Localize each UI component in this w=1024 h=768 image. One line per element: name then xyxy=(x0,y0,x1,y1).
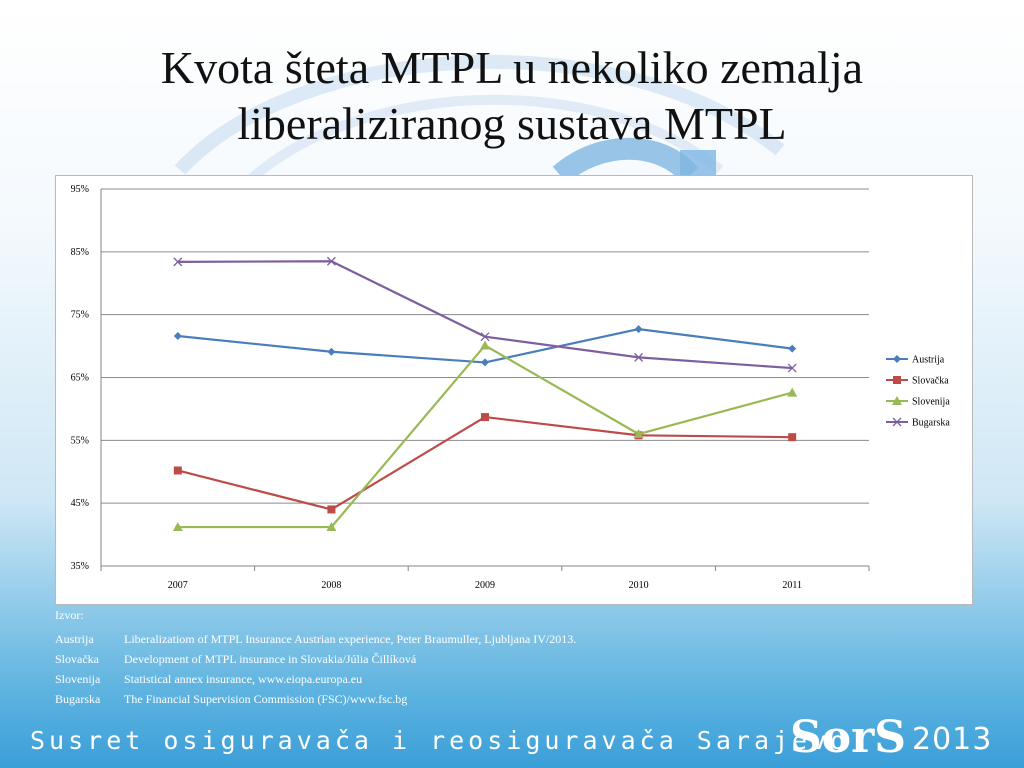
source-country: Slovenija xyxy=(55,672,101,686)
sources-heading: Izvor: xyxy=(55,608,84,622)
footer-text: Susret osiguravača i reosiguravača Saraj… xyxy=(30,726,850,755)
data-point xyxy=(172,522,183,532)
source-text: Liberalizatiom of MTPL Insurance Austria… xyxy=(124,632,577,646)
legend-label: Bugarska xyxy=(912,418,950,429)
source-text: Development of MTPL insurance in Slovaki… xyxy=(124,652,417,666)
source-country: Austrija xyxy=(55,632,94,646)
data-point xyxy=(633,429,644,439)
x-tick-label: 2011 xyxy=(782,580,802,591)
source-row: Slovačka Development of MTPL insurance in… xyxy=(55,649,955,669)
title-line-1: Kvota šteta MTPL u nekoliko zemalja xyxy=(160,42,864,93)
legend-marker xyxy=(892,396,902,405)
legend-label: Austrija xyxy=(912,355,945,366)
x-tick-label: 2009 xyxy=(475,580,495,591)
footer-logo: SorS xyxy=(790,712,907,763)
data-point xyxy=(481,413,489,422)
y-tick-label: 35% xyxy=(71,561,89,572)
series-line xyxy=(177,415,793,511)
y-tick-label: 45% xyxy=(71,498,89,509)
y-tick-label: 95% xyxy=(71,184,89,195)
legend-label: Slovačka xyxy=(912,376,949,387)
source-row: Austrija Liberalizatiom of MTPL Insurance… xyxy=(55,629,955,649)
data-point xyxy=(480,340,490,350)
data-point xyxy=(634,325,643,334)
source-text: Statistical annex insurance, www.eiopa.e… xyxy=(124,672,363,686)
source-row: Slovenija Statistical annex insurance, ww… xyxy=(55,669,955,689)
footer-year: 2013 xyxy=(912,722,993,757)
slide-title: Kvota šteta MTPL u nekoliko zemalja libe… xyxy=(0,40,1024,152)
chart-canvas: 35% 45% 55% 65% 75% 85% 95% 2007 2008 2009 2010 201… xyxy=(71,184,951,591)
y-tick-label: 55% xyxy=(71,435,89,446)
legend-label: Slovenija xyxy=(912,397,950,408)
legend-marker xyxy=(892,417,902,427)
data-point xyxy=(788,433,797,442)
line-chart: 35% 45% 55% 65% 75% 85% 95% 2007 2008 2009 2010 201… xyxy=(55,175,973,605)
data-point xyxy=(327,347,336,356)
data-point xyxy=(788,344,797,353)
footer-bar: Susret osiguravača i reosiguravača Saraj… xyxy=(0,708,1024,768)
x-tick-label: 2010 xyxy=(629,580,649,591)
data-point xyxy=(327,505,336,514)
sources-list: Austrija Liberalizatiom of MTPL Insurance… xyxy=(55,629,955,709)
source-country: Slovačka xyxy=(55,652,99,666)
y-tick-label: 65% xyxy=(71,373,89,384)
legend-marker xyxy=(893,376,901,384)
data-point xyxy=(787,387,798,397)
x-tick-label: 2008 xyxy=(321,580,341,591)
sources-section: Izvor: Austrija Liberalizatiom of MTPL In… xyxy=(55,608,955,709)
source-text: The Financial Supervision Commission (FS… xyxy=(124,692,408,706)
x-tick-label: 2007 xyxy=(168,580,188,591)
y-tick-label: 75% xyxy=(71,310,89,321)
source-country: Bugarska xyxy=(55,692,101,706)
legend-marker xyxy=(893,355,901,363)
data-point xyxy=(173,466,182,475)
data-point xyxy=(326,522,337,532)
title-line-2: liberaliziranog sustava MTPL xyxy=(237,98,787,149)
data-point xyxy=(787,363,797,373)
data-point xyxy=(481,358,489,367)
data-point xyxy=(480,332,490,342)
y-tick-label: 85% xyxy=(71,247,89,258)
source-row: Bugarska The Financial Supervision Commis… xyxy=(55,689,955,709)
data-point xyxy=(326,256,336,266)
data-point xyxy=(173,332,182,341)
data-point xyxy=(634,352,644,362)
data-point xyxy=(173,257,183,267)
